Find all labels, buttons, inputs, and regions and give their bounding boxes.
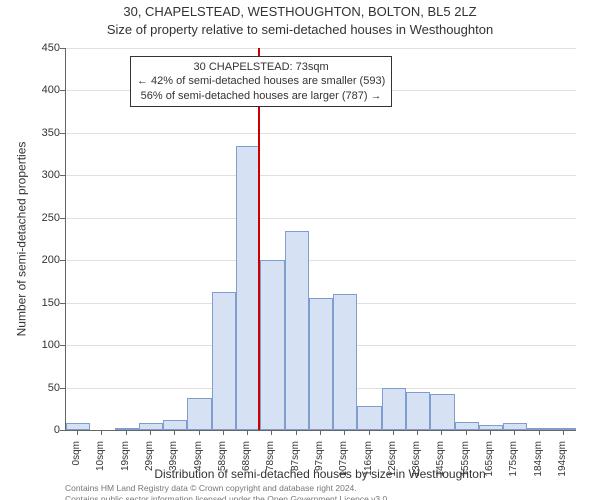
title-address: 30, CHAPELSTEAD, WESTHOUGHTON, BOLTON, B… [0,4,600,19]
xtick-label: 19sqm [121,441,131,500]
xtick-mark [344,430,345,435]
annotation-line-3: 56% of semi-detached houses are larger (… [137,89,385,103]
ytick-label: 350 [20,128,60,139]
ytick-mark [60,430,65,431]
histogram-bar [357,406,381,430]
xtick-mark [199,430,200,435]
ytick-mark [60,388,65,389]
annotation-line-1: 30 CHAPELSTEAD: 73sqm [137,60,385,74]
gridline [66,133,576,134]
ytick-label: 200 [20,255,60,266]
ytick-label: 50 [20,383,60,394]
xtick-label: 136sqm [412,441,422,500]
ytick-label: 450 [20,43,60,54]
histogram-bar [260,260,284,430]
xtick-label: 126sqm [388,441,398,500]
xtick-label: 145sqm [436,441,446,500]
xtick-label: 10sqm [96,441,106,500]
xtick-mark [320,430,321,435]
ytick-mark [60,303,65,304]
xtick-label: 87sqm [291,441,301,500]
histogram-bar [309,298,333,430]
xtick-label: 39sqm [169,441,179,500]
xtick-mark [296,430,297,435]
ytick-mark [60,218,65,219]
histogram-bar [430,394,454,430]
xtick-mark [101,430,102,435]
xtick-mark [466,430,467,435]
histogram-bar [187,398,211,430]
histogram-bar [285,231,309,430]
xtick-label: 49sqm [194,441,204,500]
xtick-mark [174,430,175,435]
gridline [66,175,576,176]
xtick-mark [417,430,418,435]
xtick-mark [223,430,224,435]
histogram-bar [163,420,187,430]
histogram-bar [236,146,260,430]
xtick-label: 155sqm [461,441,471,500]
gridline [66,260,576,261]
histogram-bar [139,423,163,430]
ytick-mark [60,175,65,176]
xtick-label: 165sqm [485,441,495,500]
ytick-mark [60,133,65,134]
histogram-bar [382,388,406,430]
xtick-label: 97sqm [315,441,325,500]
xtick-label: 78sqm [266,441,276,500]
histogram-bar [406,392,430,430]
ytick-mark [60,345,65,346]
xtick-label: 58sqm [218,441,228,500]
xtick-mark [539,430,540,435]
title-subject: Size of property relative to semi-detach… [0,22,600,37]
gridline [66,48,576,49]
xtick-mark [369,430,370,435]
xtick-label: 116sqm [364,441,374,500]
ytick-mark [60,260,65,261]
xtick-label: 184sqm [534,441,544,500]
figure: 30, CHAPELSTEAD, WESTHOUGHTON, BOLTON, B… [0,0,600,500]
ytick-mark [60,48,65,49]
xtick-mark [563,430,564,435]
xtick-mark [490,430,491,435]
ytick-label: 150 [20,298,60,309]
xtick-mark [126,430,127,435]
annotation-line-2: ← 42% of semi-detached houses are smalle… [137,74,385,88]
histogram-bar [212,292,236,430]
histogram-bar [115,428,139,430]
xtick-mark [393,430,394,435]
xtick-mark [150,430,151,435]
histogram-bar [333,294,357,430]
histogram-bar [503,423,527,430]
gridline [66,218,576,219]
xtick-label: 68sqm [242,441,252,500]
histogram-bar [552,428,576,430]
ytick-label: 100 [20,340,60,351]
xtick-label: 107sqm [339,441,349,500]
ytick-mark [60,90,65,91]
xtick-label: 194sqm [558,441,568,500]
xtick-mark [514,430,515,435]
xtick-mark [271,430,272,435]
histogram-bar [455,422,479,430]
xtick-label: 29sqm [145,441,155,500]
ytick-label: 300 [20,170,60,181]
annotation-box: 30 CHAPELSTEAD: 73sqm ← 42% of semi-deta… [130,56,392,107]
histogram-bar [66,423,90,430]
xtick-mark [441,430,442,435]
histogram-bar [527,428,551,430]
xtick-mark [77,430,78,435]
ytick-label: 0 [20,425,60,436]
xtick-label: 0sqm [72,441,82,500]
xtick-label: 175sqm [509,441,519,500]
ytick-label: 250 [20,213,60,224]
y-axis-label-wrap: Number of semi-detached properties [14,48,28,430]
xtick-mark [247,430,248,435]
ytick-label: 400 [20,85,60,96]
